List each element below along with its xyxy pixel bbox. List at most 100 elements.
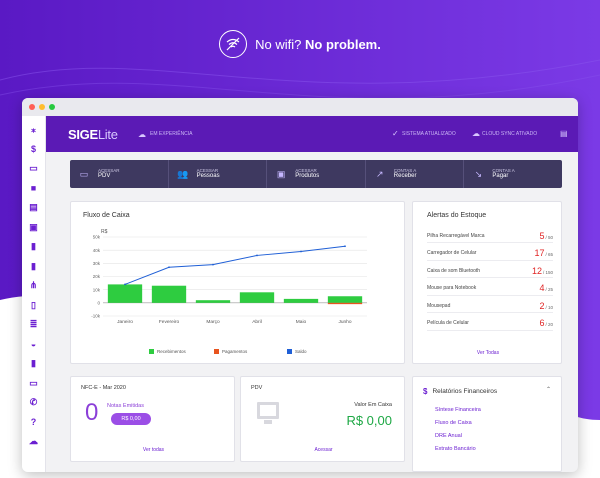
y-tick-label: 10k	[93, 287, 101, 292]
monitor-icon	[257, 402, 279, 419]
stock-level: 5/ 50	[539, 231, 553, 241]
users-icon: 👥	[176, 169, 189, 179]
quick-action-label: Pagar	[492, 173, 509, 180]
close-window-button[interactable]	[29, 104, 35, 110]
maximize-window-button[interactable]	[49, 104, 55, 110]
stock-level: 17/ 65	[534, 248, 553, 258]
app-window: ⁎ $ ▭ ■ ▤ ▣ ▮ ▮ ⋔ ▯ ≣ ◒ ▮ ▭ ✆? ☁ SIGELite ☁ EM EXPERIÊN…	[22, 98, 578, 472]
trend-up-icon: ↗	[376, 169, 384, 179]
stock-alert-row[interactable]: Carregador de Celular 17/ 65	[427, 247, 553, 261]
document-icon[interactable]: ▮	[31, 358, 36, 368]
chevron-up-icon[interactable]: ⌃	[545, 387, 551, 393]
nfce-count: 0	[85, 399, 99, 426]
trend-down-icon: ↘	[474, 169, 483, 179]
store-icon[interactable]: ▭	[29, 163, 38, 173]
max-stock: / 65	[545, 252, 553, 257]
current-stock: 17	[534, 248, 545, 258]
stock-alerts-title: Alertas do Estoque	[427, 212, 487, 219]
x-tick-label: Janeiro	[117, 319, 133, 325]
stock-alert-row[interactable]: Caixa de som Bluetooth 12/ 150	[427, 264, 553, 278]
quick-action-label: Pessoas	[196, 173, 220, 180]
legend-balance: Saldo	[287, 349, 307, 354]
stock-alerts-card: Alertas do Estoque Pilha Recarregável Ma…	[412, 201, 562, 364]
product-name: Carregador de Celular	[427, 250, 477, 256]
x-tick-label: Março	[206, 319, 220, 325]
monitor-icon[interactable]: ▭	[29, 377, 38, 388]
stock-level: 12/ 150	[532, 266, 553, 276]
y-tick-label: 40k	[93, 248, 101, 253]
basket-icon[interactable]: ◒	[30, 338, 37, 349]
dollar-icon[interactable]: $	[30, 143, 36, 154]
product-name: Mousepad	[427, 302, 451, 309]
see-all-nfce-link[interactable]: Ver todas	[142, 447, 165, 453]
spinner-icon[interactable]: ⁎	[31, 124, 36, 134]
x-tick-label: Fevereiro	[159, 319, 180, 325]
report-link[interactable]: Extrato Bancário	[435, 446, 476, 452]
quick-action-pdv[interactable]: ▭ ACESSAR PDV	[70, 160, 169, 188]
app-logo[interactable]: SIGELite	[68, 127, 118, 142]
financial-reports-card: $ Relatórios Financeiros ⌃ Síntese Financ…	[412, 376, 562, 472]
cash-flow-chart: R$ -10k 0 10k 20k 30k 40k 50k Janeiro Fevereiro Ma…	[91, 229, 367, 325]
document-icon[interactable]: ▤	[560, 129, 568, 138]
stock-level: 6/ 20	[539, 318, 553, 328]
quick-actions: ▭ ACESSAR PDV 👥 ACESSAR Pessoas ▣ ACESSAR Produt…	[70, 160, 562, 188]
quick-action-pagar[interactable]: ↘ CONTAS A Pagar	[464, 160, 562, 188]
bar-recebimentos	[107, 284, 143, 303]
max-stock: / 150	[542, 269, 553, 275]
document-icon[interactable]: ▮	[31, 241, 36, 251]
top-bar: SIGELite ☁ EM EXPERIÊNCIA ✓ SISTEMA ATUA…	[46, 116, 578, 152]
quick-action-caption: CONTAS A	[393, 167, 417, 173]
stock-alert-row[interactable]: Película de Celular 6/ 20	[427, 317, 553, 331]
nfce-card: NFC-E - Mar 2020 0 Notas Emitidas R$ 0,0…	[70, 376, 235, 462]
document-icon[interactable]: ▮	[31, 260, 36, 271]
no-wifi-icon	[219, 30, 248, 58]
quick-action-caption: CONTAS A	[492, 167, 515, 173]
x-tick-label: Abril	[252, 319, 262, 325]
point-saldo	[300, 250, 302, 253]
cloud-icon: ☁	[138, 130, 146, 139]
y-tick-label: 20k	[93, 274, 101, 279]
bag-icon[interactable]: ■	[30, 182, 37, 193]
report-link[interactable]: DRE Anual	[435, 433, 462, 439]
quick-action-pessoas[interactable]: 👥 ACESSAR Pessoas	[169, 160, 268, 188]
list-icon[interactable]: ≣	[29, 319, 38, 329]
help-icon[interactable]: ?	[30, 416, 37, 427]
dollar-icon: $	[423, 387, 428, 396]
check-icon: ✓	[392, 129, 399, 138]
financial-reports-header[interactable]: $ Relatórios Financeiros	[423, 387, 498, 396]
phone-icon[interactable]: ✆	[29, 397, 38, 407]
cloud-icon[interactable]: ☁	[29, 436, 38, 446]
point-saldo	[344, 245, 346, 248]
cash-value-label: Valor Em Caixa	[354, 402, 392, 408]
stock-alert-row[interactable]: Mousepad 2/ 10	[427, 299, 553, 313]
stock-level: 4/ 25	[539, 283, 553, 293]
quick-action-produtos[interactable]: ▣ ACESSAR Produtos	[267, 160, 366, 188]
product-name: Mouse para Notebook	[427, 285, 477, 291]
stock-alert-row[interactable]: Pilha Recarregável Marca 5/ 50	[427, 229, 553, 243]
x-tick-label: Junho	[338, 319, 351, 325]
gift-icon[interactable]: ▣	[29, 221, 38, 232]
bar-recebimentos	[195, 300, 231, 303]
bar-recebimentos	[283, 298, 319, 303]
report-link[interactable]: Fluxo de Caixa	[435, 420, 472, 426]
product-name: Película de Celular	[427, 320, 469, 326]
see-all-alerts-link[interactable]: Ver Todas	[476, 350, 500, 356]
product-name: Caixa de som Bluetooth	[427, 267, 481, 274]
bar-recebimentos	[151, 285, 187, 303]
stock-alert-row[interactable]: Mouse para Notebook 4/ 25	[427, 282, 553, 296]
products-icon[interactable]: ▤	[29, 202, 38, 212]
network-icon[interactable]: ⋔	[29, 280, 38, 290]
report-link[interactable]: Síntese Financeira	[435, 407, 481, 413]
clipboard-icon[interactable]: ▯	[31, 299, 36, 310]
access-pdv-link[interactable]: Acessar	[314, 447, 333, 453]
quick-action-label: Produtos	[295, 173, 320, 180]
bar-recebimentos	[239, 292, 275, 303]
pdv-title: PDV	[251, 385, 263, 391]
minimize-window-button[interactable]	[39, 104, 45, 110]
current-stock: 5	[539, 230, 545, 241]
quick-action-receber[interactable]: ↗ CONTAS A Receber	[366, 160, 465, 188]
quick-action-caption: ACESSAR	[98, 167, 120, 173]
window-titlebar	[22, 98, 578, 116]
system-status: SISTEMA ATUALIZADO	[402, 131, 456, 137]
quick-action-caption: ACESSAR	[196, 167, 219, 173]
